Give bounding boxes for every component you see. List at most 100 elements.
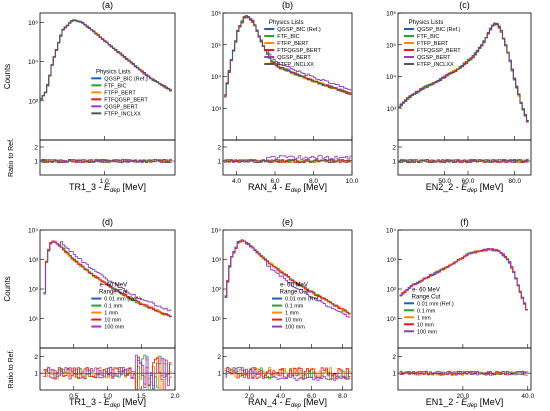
x-tick-label: 4.0 (276, 393, 285, 400)
legend-entry: FTFP_INCLXX (277, 62, 314, 68)
y-tick-label: 10⁴ (211, 228, 221, 235)
y-tick-label: 10¹ (387, 316, 397, 323)
ratio-tick-label: 1 (392, 159, 396, 166)
x-label-prefix: TR1_3 - (69, 397, 104, 407)
panel-a: (a) 1.0 10² 10⁴ 10⁶ 1 2 Counts Ratio to Ref. TR1_… (3, 0, 176, 194)
ratio-axes-frame (222, 139, 353, 176)
series-line-100-mm (224, 240, 351, 318)
legend-entry: 0.1 mm (104, 304, 123, 310)
legend-entry: 100 mm (285, 325, 305, 331)
panel-b: (b) 4.0 6.0 8.0 10.0 10³ 10⁴ 10⁵ 10⁶ 1 2 RAN_4 - Ed… (211, 0, 359, 194)
ratio-line-100-mm (224, 367, 351, 382)
legend-entry: FTFQGSP_BERT (417, 48, 461, 54)
legend-entry: FTFP_BERT (104, 90, 136, 96)
y-tick-label: 10⁶ (28, 20, 38, 27)
series-line-100-mm (43, 240, 172, 312)
panel-label: (d) (102, 217, 113, 227)
y-tick-label: 10³ (387, 257, 397, 264)
x-tick-label: 1.0 (100, 178, 109, 185)
series-line-10-mm (43, 240, 172, 317)
legend-entry: 0.01 mm (Ref.) (285, 297, 322, 303)
legend-title: e- 60 MeV Range Cut (99, 283, 128, 296)
legend-entry: FTF_BIC (104, 83, 126, 89)
x-label-subscript: dep (110, 403, 121, 409)
y-axis-label: Counts (3, 276, 12, 301)
y-tick-label: 10⁴ (28, 228, 38, 235)
ratio-tick-label: 2 (217, 354, 221, 361)
ratio-line-100-mm (399, 370, 528, 376)
ratio-axes-frame (397, 347, 532, 391)
legend-title: Physics Lists (269, 20, 304, 26)
legend-entry: 10 mm (285, 318, 302, 324)
legend-entry: 100 mm (417, 329, 437, 335)
y-tick-label: 10⁴ (386, 74, 396, 81)
x-label-unit: [MeV] (301, 397, 327, 407)
x-label-variable: E (461, 182, 468, 192)
x-tick-label: 6.0 (307, 393, 316, 400)
x-tick-label: 6.0 (270, 178, 279, 185)
legend-entry: FTFQGSP_BERT (277, 48, 321, 54)
x-tick-label: 2.0 (170, 393, 179, 400)
x-label-subscript: dep (291, 188, 302, 194)
legend-entry: 1 mm (285, 311, 299, 317)
x-label-variable: E (285, 397, 292, 407)
ratio-tick-label: 1 (217, 159, 221, 166)
legend-entry: 10 mm (104, 318, 121, 324)
y-tick-label: 10⁴ (211, 74, 221, 81)
y-tick-label: 10⁶ (386, 11, 396, 18)
legend-entry: FTFP_BERT (417, 41, 449, 47)
legend-entry: FTFP_INCLXX (417, 62, 454, 68)
ratio-axes-frame (39, 139, 176, 176)
ratio-tick-label: 1 (34, 371, 38, 378)
ratio-axis-label: Ratio to Ref. (8, 138, 15, 177)
series-line-ftfp-inclxx (40, 19, 172, 100)
legend-entry: FTFP_INCLXX (104, 111, 141, 117)
x-tick-label: 50.0 (438, 178, 451, 185)
y-tick-label: 10² (387, 287, 397, 294)
ratio-tick-label: 1 (217, 371, 221, 378)
y-tick-label: 10⁴ (28, 59, 38, 66)
legend-entry: 0.1 mm (417, 308, 436, 314)
x-label-prefix: RAN_4 - (248, 397, 285, 407)
y-tick-label: 10³ (212, 257, 222, 264)
x-label-subscript: dep (467, 403, 478, 409)
x-label-variable: E (285, 182, 292, 192)
series-line-100-mm (399, 248, 528, 311)
y-tick-label: 10³ (29, 257, 39, 264)
x-tick-label: 1.0 (103, 393, 112, 400)
ratio-axes-frame (222, 347, 353, 391)
x-label-unit: [MeV] (120, 397, 146, 407)
legend-entry: 0.1 mm (285, 304, 304, 310)
series-line-ftfp-inclxx (398, 23, 529, 121)
y-tick-label: 10² (29, 287, 39, 294)
ratio-line-ftfp-inclxx (224, 159, 352, 164)
y-tick-label: 10⁵ (211, 42, 221, 49)
x-label-unit: [MeV] (477, 397, 503, 407)
x-label-variable: E (104, 397, 111, 407)
x-axis-label: RAN_4 - Edep [MeV] (248, 397, 327, 409)
x-tick-label: 4.0 (232, 178, 241, 185)
legend-entry: FTFQGSP_BERT (104, 97, 148, 103)
ratio-line-100-mm (43, 354, 172, 390)
legend-entry: 1 mm (104, 311, 118, 317)
x-label-subscript: dep (467, 188, 478, 194)
legend-entry: QGSP_BERT (104, 104, 138, 110)
x-label-variable: E (104, 182, 111, 192)
legend-entry: QGSP_BIC (Ref.) (277, 27, 321, 33)
y-axis-label: Counts (3, 64, 12, 89)
x-label-prefix: EN2_2 - (426, 182, 462, 192)
x-label-unit: [MeV] (301, 182, 327, 192)
legend-title: e- 60 MeV Range Cut (280, 283, 309, 296)
x-label-prefix: EN1_2 - (426, 397, 462, 407)
x-tick-label: 80.0 (508, 178, 521, 185)
x-tick-label: 0.5 (69, 393, 78, 400)
x-label-unit: [MeV] (477, 182, 503, 192)
y-tick-label: 10⁵ (386, 42, 396, 49)
y-tick-label: 10⁴ (386, 228, 396, 235)
x-tick-label: 20.0 (457, 393, 470, 400)
legend-entry: FTFP_BERT (277, 41, 309, 47)
